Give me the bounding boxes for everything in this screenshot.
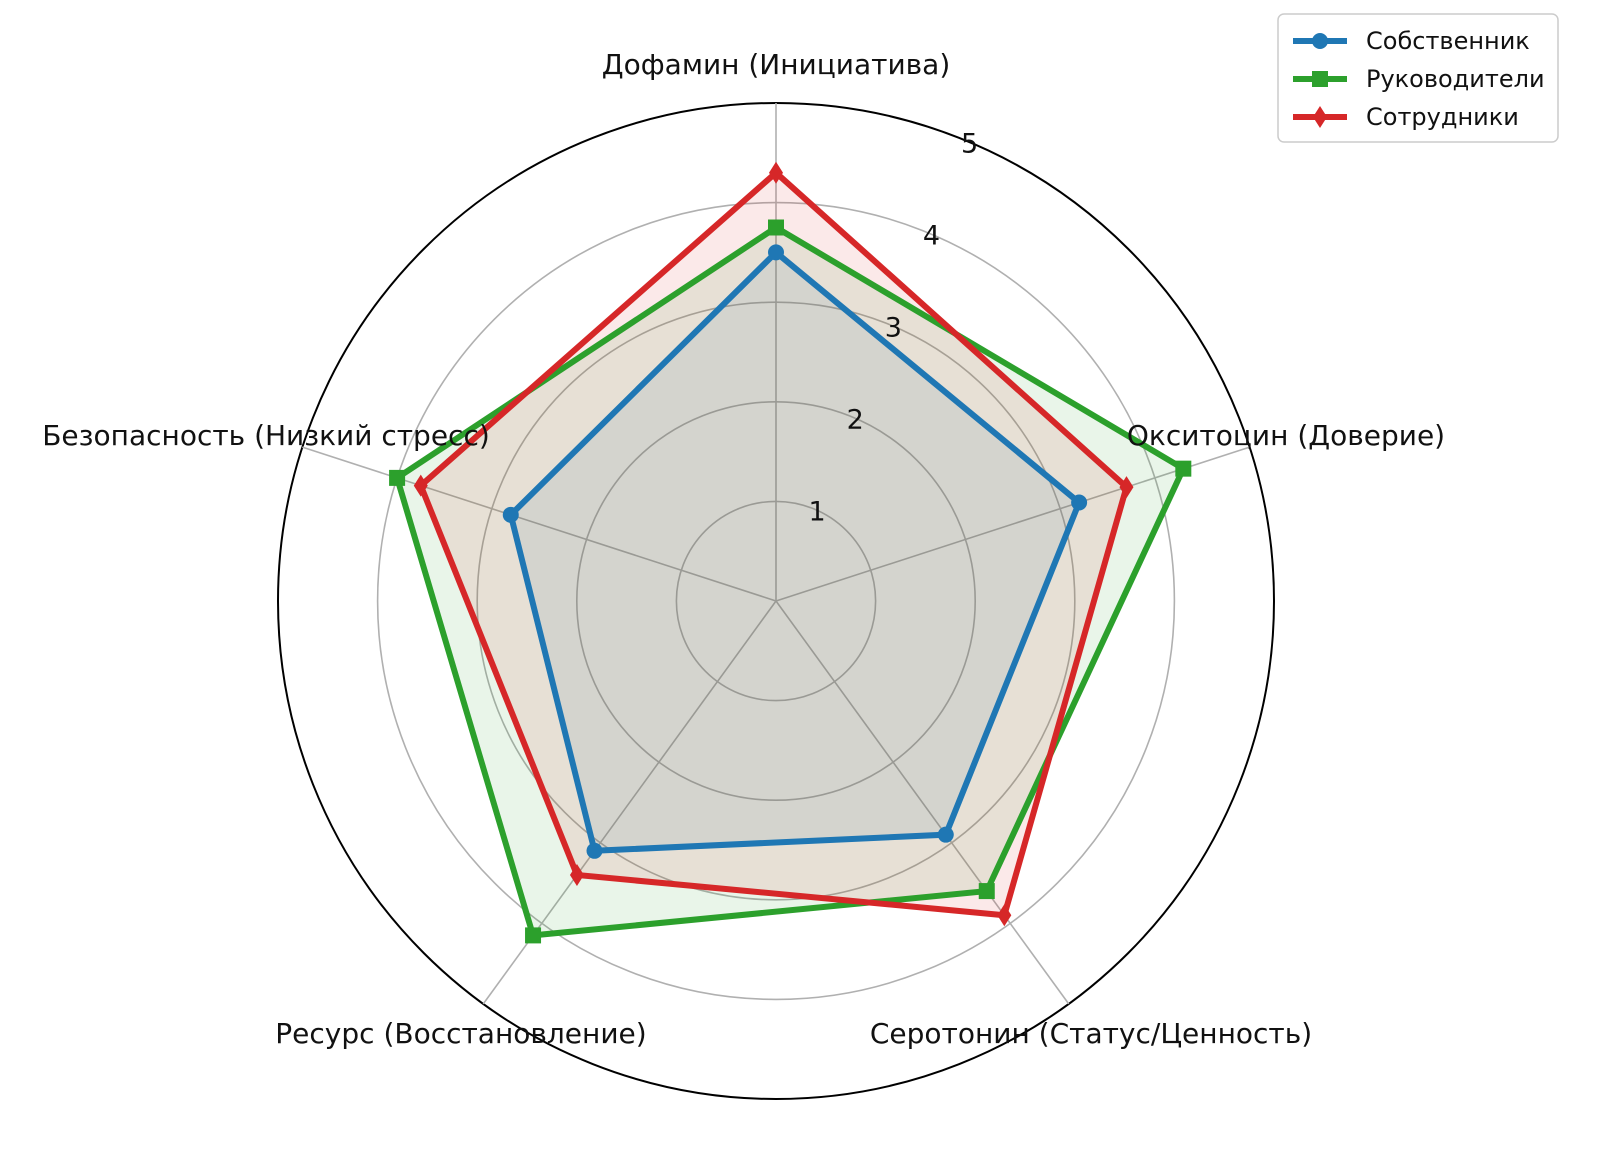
data-point (1175, 460, 1192, 477)
legend-item: Собственник (1293, 27, 1530, 55)
tick-label: 5 (961, 128, 978, 159)
tick-label: 4 (923, 220, 940, 251)
series-line (393, 223, 1188, 939)
data-point (389, 469, 406, 486)
data-point (502, 506, 519, 523)
axis-label: Дофамин (Инициатива) (602, 48, 951, 81)
data-point (1119, 476, 1134, 499)
tick-label: 2 (847, 404, 864, 435)
data-point (1312, 71, 1328, 87)
legend: Собственник Руководители Сотрудники (1277, 13, 1559, 143)
series-layer (389, 161, 1192, 944)
data-point (586, 842, 603, 859)
radial-tick-labels: 1 2 3 4 5 (809, 128, 979, 527)
data-point (768, 219, 784, 236)
grid-spoke (302, 446, 777, 602)
data-point (768, 244, 784, 261)
series-2 (389, 219, 1192, 944)
data-point (1313, 106, 1327, 128)
tick-label: 3 (885, 312, 902, 343)
legend-item: Сотрудники (1293, 103, 1519, 131)
series-line (507, 248, 1083, 854)
axis-label: Серотонин (Статус/Ценность) (870, 1017, 1312, 1050)
series-fill (397, 227, 1184, 936)
axis-label: Ресурс (Восстановление) (275, 1017, 646, 1050)
data-point (413, 474, 428, 497)
data-point (769, 161, 783, 184)
data-point (1312, 33, 1328, 49)
legend-box (1277, 13, 1559, 143)
axis-label: Безопасность (Низкий стресс) (42, 419, 490, 452)
grid-spoke (775, 446, 1250, 602)
legend-item: Руководители (1293, 65, 1545, 93)
data-point (978, 883, 995, 900)
series-fill (420, 172, 1127, 916)
data-point (569, 863, 584, 886)
radar-grid (277, 102, 1275, 1100)
axis-label: Окситоцин (Доверие) (1127, 419, 1445, 452)
legend-label: Собственник (1366, 27, 1530, 55)
data-point (525, 927, 542, 944)
grid-spoke (775, 600, 1070, 1005)
data-point (1071, 494, 1088, 511)
data-point (997, 904, 1012, 927)
legend-label: Сотрудники (1366, 103, 1519, 131)
axis-labels: Дофамин (Инициатива) Окситоцин (Доверие) С… (42, 48, 1445, 1050)
legend-label: Руководители (1366, 65, 1545, 93)
series-line (417, 168, 1130, 919)
series-fill (510, 252, 1080, 851)
tick-label: 1 (809, 496, 826, 527)
series-1 (502, 244, 1088, 859)
data-point (937, 826, 954, 843)
series-3 (413, 161, 1134, 927)
